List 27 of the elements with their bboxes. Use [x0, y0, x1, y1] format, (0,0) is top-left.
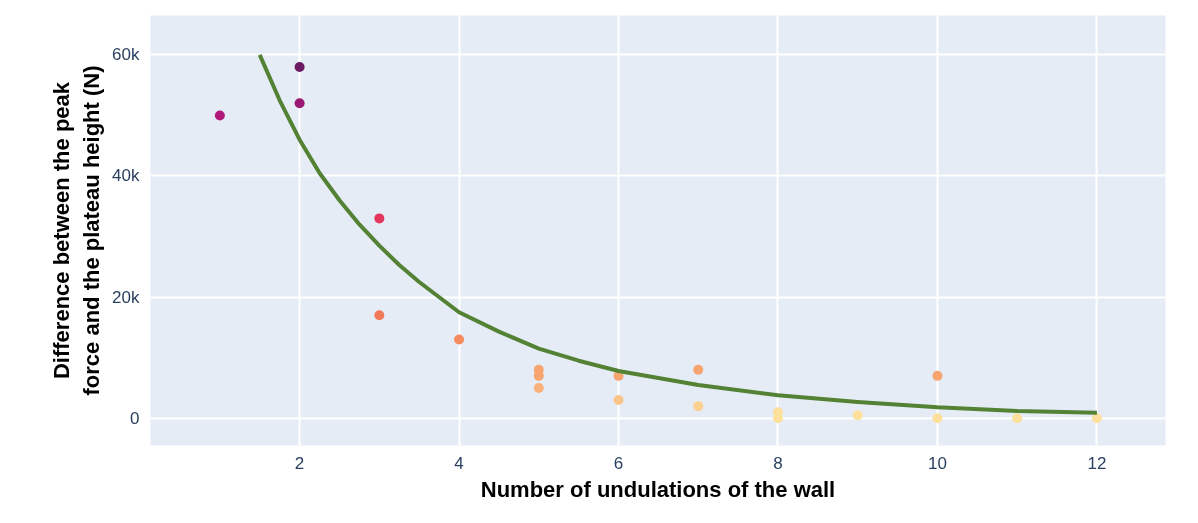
y-tick-label: 40k: [112, 166, 140, 186]
x-tick-label: 8: [773, 453, 783, 473]
point: [693, 364, 704, 375]
point: [294, 98, 305, 109]
x-tick-label: 12: [1087, 453, 1107, 473]
y-axis-title: Difference between the peak force and the plateau height (N): [49, 65, 105, 396]
x-tick-label: 4: [454, 453, 464, 473]
point: [214, 110, 225, 121]
x-tick-label: 6: [613, 453, 624, 473]
point: [932, 370, 943, 381]
y-tick-label: 0: [130, 408, 140, 428]
point: [374, 213, 385, 224]
point: [533, 382, 544, 393]
point: [374, 310, 385, 321]
x-axis-title: Number of undulations of the wall: [480, 476, 836, 502]
y-tick-label: 20k: [112, 287, 140, 307]
point: [932, 413, 943, 424]
point: [454, 334, 465, 345]
y-tick-label: 60k: [112, 45, 140, 65]
point: [613, 395, 624, 406]
point: [1012, 413, 1023, 424]
point: [852, 410, 863, 421]
x-tick-label: 10: [928, 453, 947, 473]
x-tick-label: 2: [294, 453, 305, 473]
point: [693, 401, 704, 412]
point: [294, 61, 305, 72]
point: [1091, 413, 1102, 424]
